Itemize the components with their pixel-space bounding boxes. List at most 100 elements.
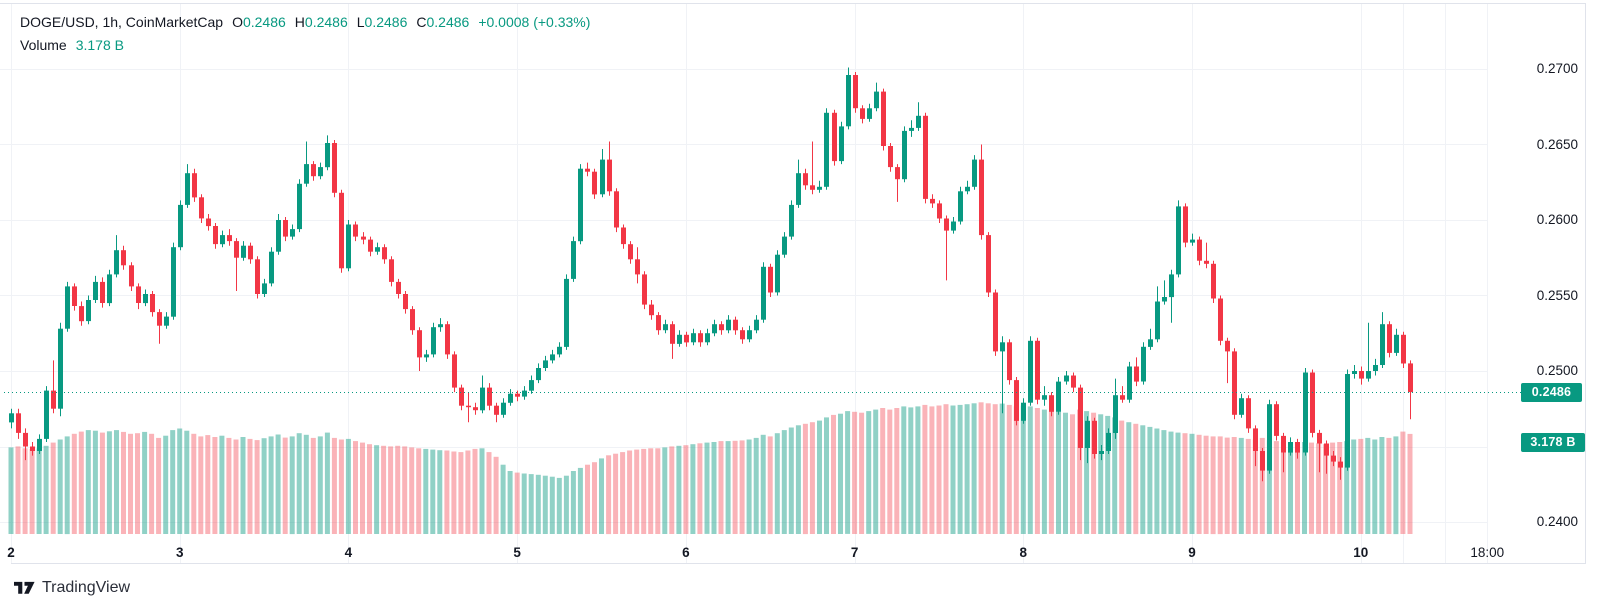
volume-bar [732,440,738,534]
price-tick-label: 0.2500 [1536,363,1578,378]
candle-body [79,306,84,322]
volume-bar [156,437,162,534]
volume-bar [1379,437,1385,534]
volume-bar [114,430,119,534]
candle-body [522,390,527,397]
candle-body [37,438,42,451]
candle-body [192,173,197,198]
candle-body [353,224,358,237]
candle-body [480,387,485,411]
candle-body [698,333,703,343]
candle-body [1127,366,1132,400]
candle-body [832,112,837,162]
candle-body [501,402,506,415]
volume-bar [1316,443,1322,534]
volume-bar [437,450,443,534]
volume-bar [184,430,190,534]
volume-bar [170,430,176,534]
volume-value: 3.178 B [75,37,124,53]
volume-bar [128,433,133,534]
candle-body [121,250,126,266]
tradingview-logo[interactable]: TradingView [14,579,130,597]
volume-bar [676,445,682,534]
candle-body [1106,432,1111,451]
candle-body [1183,206,1188,243]
close-label: C [416,14,427,30]
volume-bar [1323,444,1329,534]
candle-body [642,274,647,305]
volume-bar [1098,414,1104,534]
volume-bar [887,409,893,534]
candle-body [881,91,886,146]
volume-bar [514,472,520,534]
price-tick-label: 0.2700 [1536,61,1578,76]
volume-bar [360,442,365,534]
candle-body [600,159,605,195]
price-scale[interactable]: 0.2700 0.2650 0.2600 0.2550 0.2500 0.2400 [1488,0,1600,563]
candle-body [382,247,387,260]
legend-row-volume: Volume 3.178 B [20,34,590,57]
candle-body [529,380,534,391]
candle-body [1092,420,1097,454]
candle-body [1162,297,1167,302]
volume-bar [999,403,1005,534]
volume-bar [690,444,696,534]
candle-body [389,259,394,282]
volume-bar [746,439,752,534]
volume-bar [310,437,316,534]
volume-bar [1280,442,1286,534]
candle-body [930,198,935,204]
candle-body [1197,239,1202,261]
candle-body [1394,334,1399,353]
volume-bar [493,456,499,534]
candle-body [44,390,49,439]
time-tick-label: 5 [513,545,521,560]
candle-body [768,266,773,293]
volume-bar [423,448,429,534]
symbol-title[interactable]: DOGE/USD, 1h, CoinMarketCap [20,14,224,30]
volume-bar [444,450,450,534]
volume-bar [296,433,302,534]
volume-bar [1217,436,1223,535]
candle-body [1176,206,1181,275]
candle-body [508,393,513,403]
candle-body [1211,263,1216,299]
volume-bar [908,407,914,534]
volume-bar [859,412,865,534]
candle-body [874,91,879,109]
volume-bar [683,445,689,534]
candle-body [51,390,56,409]
volume-bar [1020,405,1026,534]
volume-bar [416,448,422,534]
volume-bar [535,474,541,534]
volume-bar [697,443,703,534]
time-tick-label: 18:00 [1470,545,1505,560]
volume-bar [852,411,858,534]
volume-bar [205,435,211,534]
candle-body [466,405,471,408]
volume-bar [1147,426,1153,534]
volume-bar [64,436,70,535]
candle-body [136,286,141,303]
volume-bar [1351,439,1357,534]
candle-body [129,265,134,287]
candle-body [1113,395,1118,433]
volume-bar [1245,438,1251,534]
volume-label: Volume [20,37,67,53]
volume-bar [149,433,155,534]
volume-bar [381,445,387,534]
volume-bar [1309,442,1314,534]
candle-body [1028,340,1033,403]
volume-bar [1034,408,1040,534]
volume-bar [669,446,675,534]
time-scale[interactable]: 2 3 4 5 6 7 8 9 10 18:00 [0,533,1504,563]
volume-bar [507,471,513,534]
candle-body [1246,398,1251,429]
volume-bar [1006,404,1012,534]
volume-bar [739,440,745,534]
volume-bar [1048,411,1054,534]
volume-bar [1224,437,1230,534]
candle-body [1352,371,1357,374]
close-value: 0.2486 [426,14,470,30]
